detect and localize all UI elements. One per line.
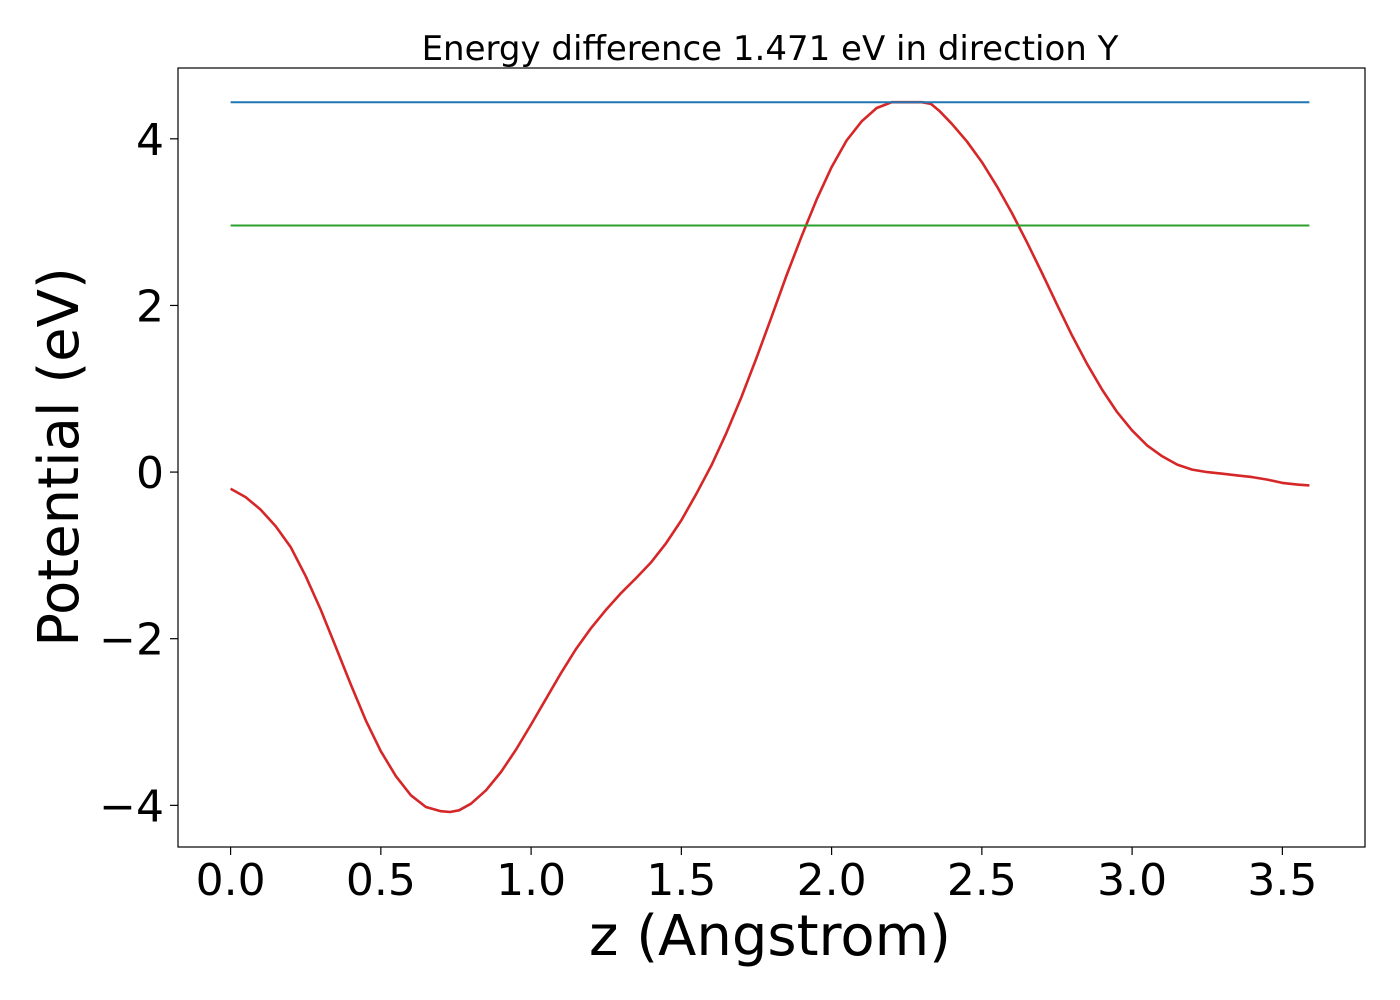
- plot-frame: [177, 67, 1366, 848]
- x-axis-ticks: 0.0 0.5 1.0 1.5 2.0 2.5 3.0 3.5: [196, 847, 1317, 906]
- x-axis-label: z (Angstrom): [589, 904, 951, 969]
- x-tick-label: 1.0: [496, 855, 566, 906]
- y-tick-label: 0: [136, 448, 164, 499]
- y-tick-label: −2: [99, 615, 164, 666]
- x-tick-label: 0.0: [196, 855, 266, 906]
- chart-title: Energy difference 1.471 eV in direction …: [422, 29, 1119, 69]
- y-axis-label: Potential (eV): [27, 267, 92, 647]
- x-tick-label: 2.5: [947, 855, 1017, 906]
- series-line-0: [229, 100, 1310, 814]
- x-tick-label: 3.5: [1247, 855, 1317, 906]
- plot-lines: [229, 100, 1310, 814]
- x-tick-label: 2.0: [797, 855, 867, 906]
- x-tick-label: 0.5: [346, 855, 416, 906]
- y-axis-ticks: −4 −2 0 2 4: [99, 115, 178, 832]
- x-tick-label: 3.0: [1097, 855, 1167, 906]
- x-tick-label: 1.5: [646, 855, 716, 906]
- y-tick-label: 4: [136, 115, 164, 166]
- y-tick-label: 2: [136, 281, 164, 332]
- y-tick-label: −4: [99, 781, 164, 832]
